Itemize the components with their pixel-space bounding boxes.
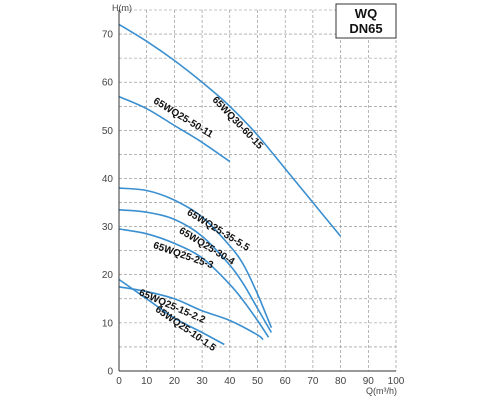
y-tick-label: 30 xyxy=(102,222,114,233)
y-tick-label: 40 xyxy=(102,174,114,185)
x-tick-label: 60 xyxy=(280,376,292,387)
x-tick-label: 20 xyxy=(169,376,181,387)
curve-65WQ25-10-1.5 xyxy=(118,278,225,346)
y-tick-label: 10 xyxy=(102,318,114,329)
x-tick-label: 30 xyxy=(197,376,209,387)
x-axis-label: Q(m³/h) xyxy=(366,386,397,396)
curve-65WQ25-15-2.2 xyxy=(118,286,264,341)
x-tick-label: 80 xyxy=(335,376,347,387)
curve-labels: 65WQ30-60-1565WQ25-50-1165WQ25-35-5.565W… xyxy=(137,95,265,354)
x-tick-label: 40 xyxy=(224,376,236,387)
badge-line-2: DN65 xyxy=(349,21,382,36)
x-tick-label: 50 xyxy=(252,376,264,387)
curve-65WQ25-35-5.5 xyxy=(118,187,273,329)
curve-65WQ25-50-11 xyxy=(118,95,231,163)
y-tick-label: 60 xyxy=(102,78,114,89)
curve-65WQ30-60-15 xyxy=(118,23,342,237)
curves xyxy=(118,23,342,346)
grid xyxy=(119,9,397,371)
y-tick-label: 50 xyxy=(102,126,114,137)
axes: 0 10 20 30 40 50 60 70 80 90 100 0 10 20 30 40 50 60 70 xyxy=(102,10,405,387)
curve-65WQ25-30-4 xyxy=(118,209,273,333)
x-tick-label: 70 xyxy=(307,376,319,387)
badge-line-1: WQ xyxy=(355,6,377,21)
x-tick-label: 10 xyxy=(141,376,153,387)
x-tick-label: 100 xyxy=(388,376,405,387)
x-tick-label: 0 xyxy=(116,376,122,387)
y-axis-label: H(m) xyxy=(112,3,132,13)
model-badge: WQ DN65 xyxy=(335,3,397,39)
y-tick-label: 0 xyxy=(107,367,113,378)
y-tick-label: 20 xyxy=(102,270,114,281)
curve-65WQ25-25-3 xyxy=(118,228,270,338)
curve-label: 65WQ30-60-15 xyxy=(210,95,266,152)
y-tick-label: 70 xyxy=(102,30,114,41)
curve-label: 65WQ25-50-11 xyxy=(151,96,215,141)
x-tick-label: 90 xyxy=(363,376,375,387)
